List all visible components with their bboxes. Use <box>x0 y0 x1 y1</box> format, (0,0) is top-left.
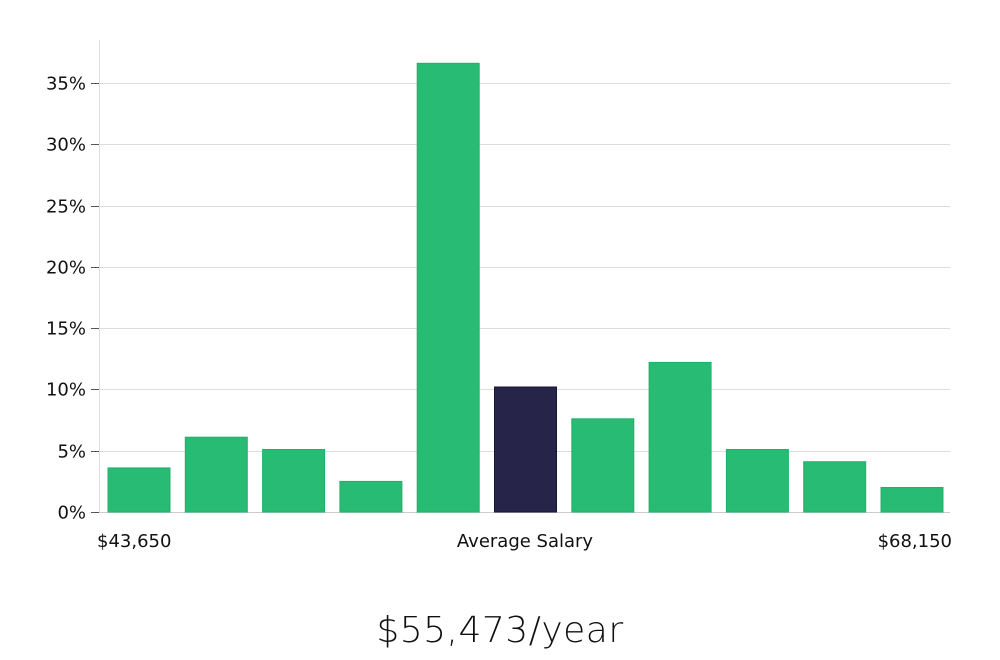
y-tick-label: 25% <box>46 197 86 218</box>
salary-distribution-chart: 0% 5% 10% 15% 20% 25% 30% 35% $43,650 Average S… <box>46 40 952 552</box>
x-label-min: $43,650 <box>97 531 171 552</box>
y-tick-label: 10% <box>46 380 86 401</box>
bar <box>725 449 789 513</box>
bar <box>416 62 480 513</box>
bar <box>803 461 867 513</box>
y-tick-label: 35% <box>46 74 86 95</box>
bar <box>184 436 248 513</box>
bar <box>880 487 944 513</box>
y-tick-label: 0% <box>57 503 86 524</box>
x-axis-labels: $43,650 Average Salary $68,150 <box>97 531 952 552</box>
bar <box>262 449 326 513</box>
x-label-average: Average Salary <box>457 531 594 552</box>
x-label-max: $68,150 <box>878 531 952 552</box>
bars <box>107 62 944 513</box>
bar <box>648 361 712 513</box>
y-axis: 0% 5% 10% 15% 20% 25% 30% 35% <box>46 40 100 524</box>
bar <box>339 480 403 513</box>
bar <box>107 467 171 513</box>
y-tick-label: 30% <box>46 135 86 156</box>
y-tick-label: 15% <box>46 319 86 340</box>
bar-average <box>494 386 557 513</box>
bar <box>571 418 635 513</box>
y-tick-label: 20% <box>46 258 86 279</box>
average-salary-value: $55,473/year <box>376 610 624 651</box>
y-tick-label: 5% <box>57 442 86 463</box>
